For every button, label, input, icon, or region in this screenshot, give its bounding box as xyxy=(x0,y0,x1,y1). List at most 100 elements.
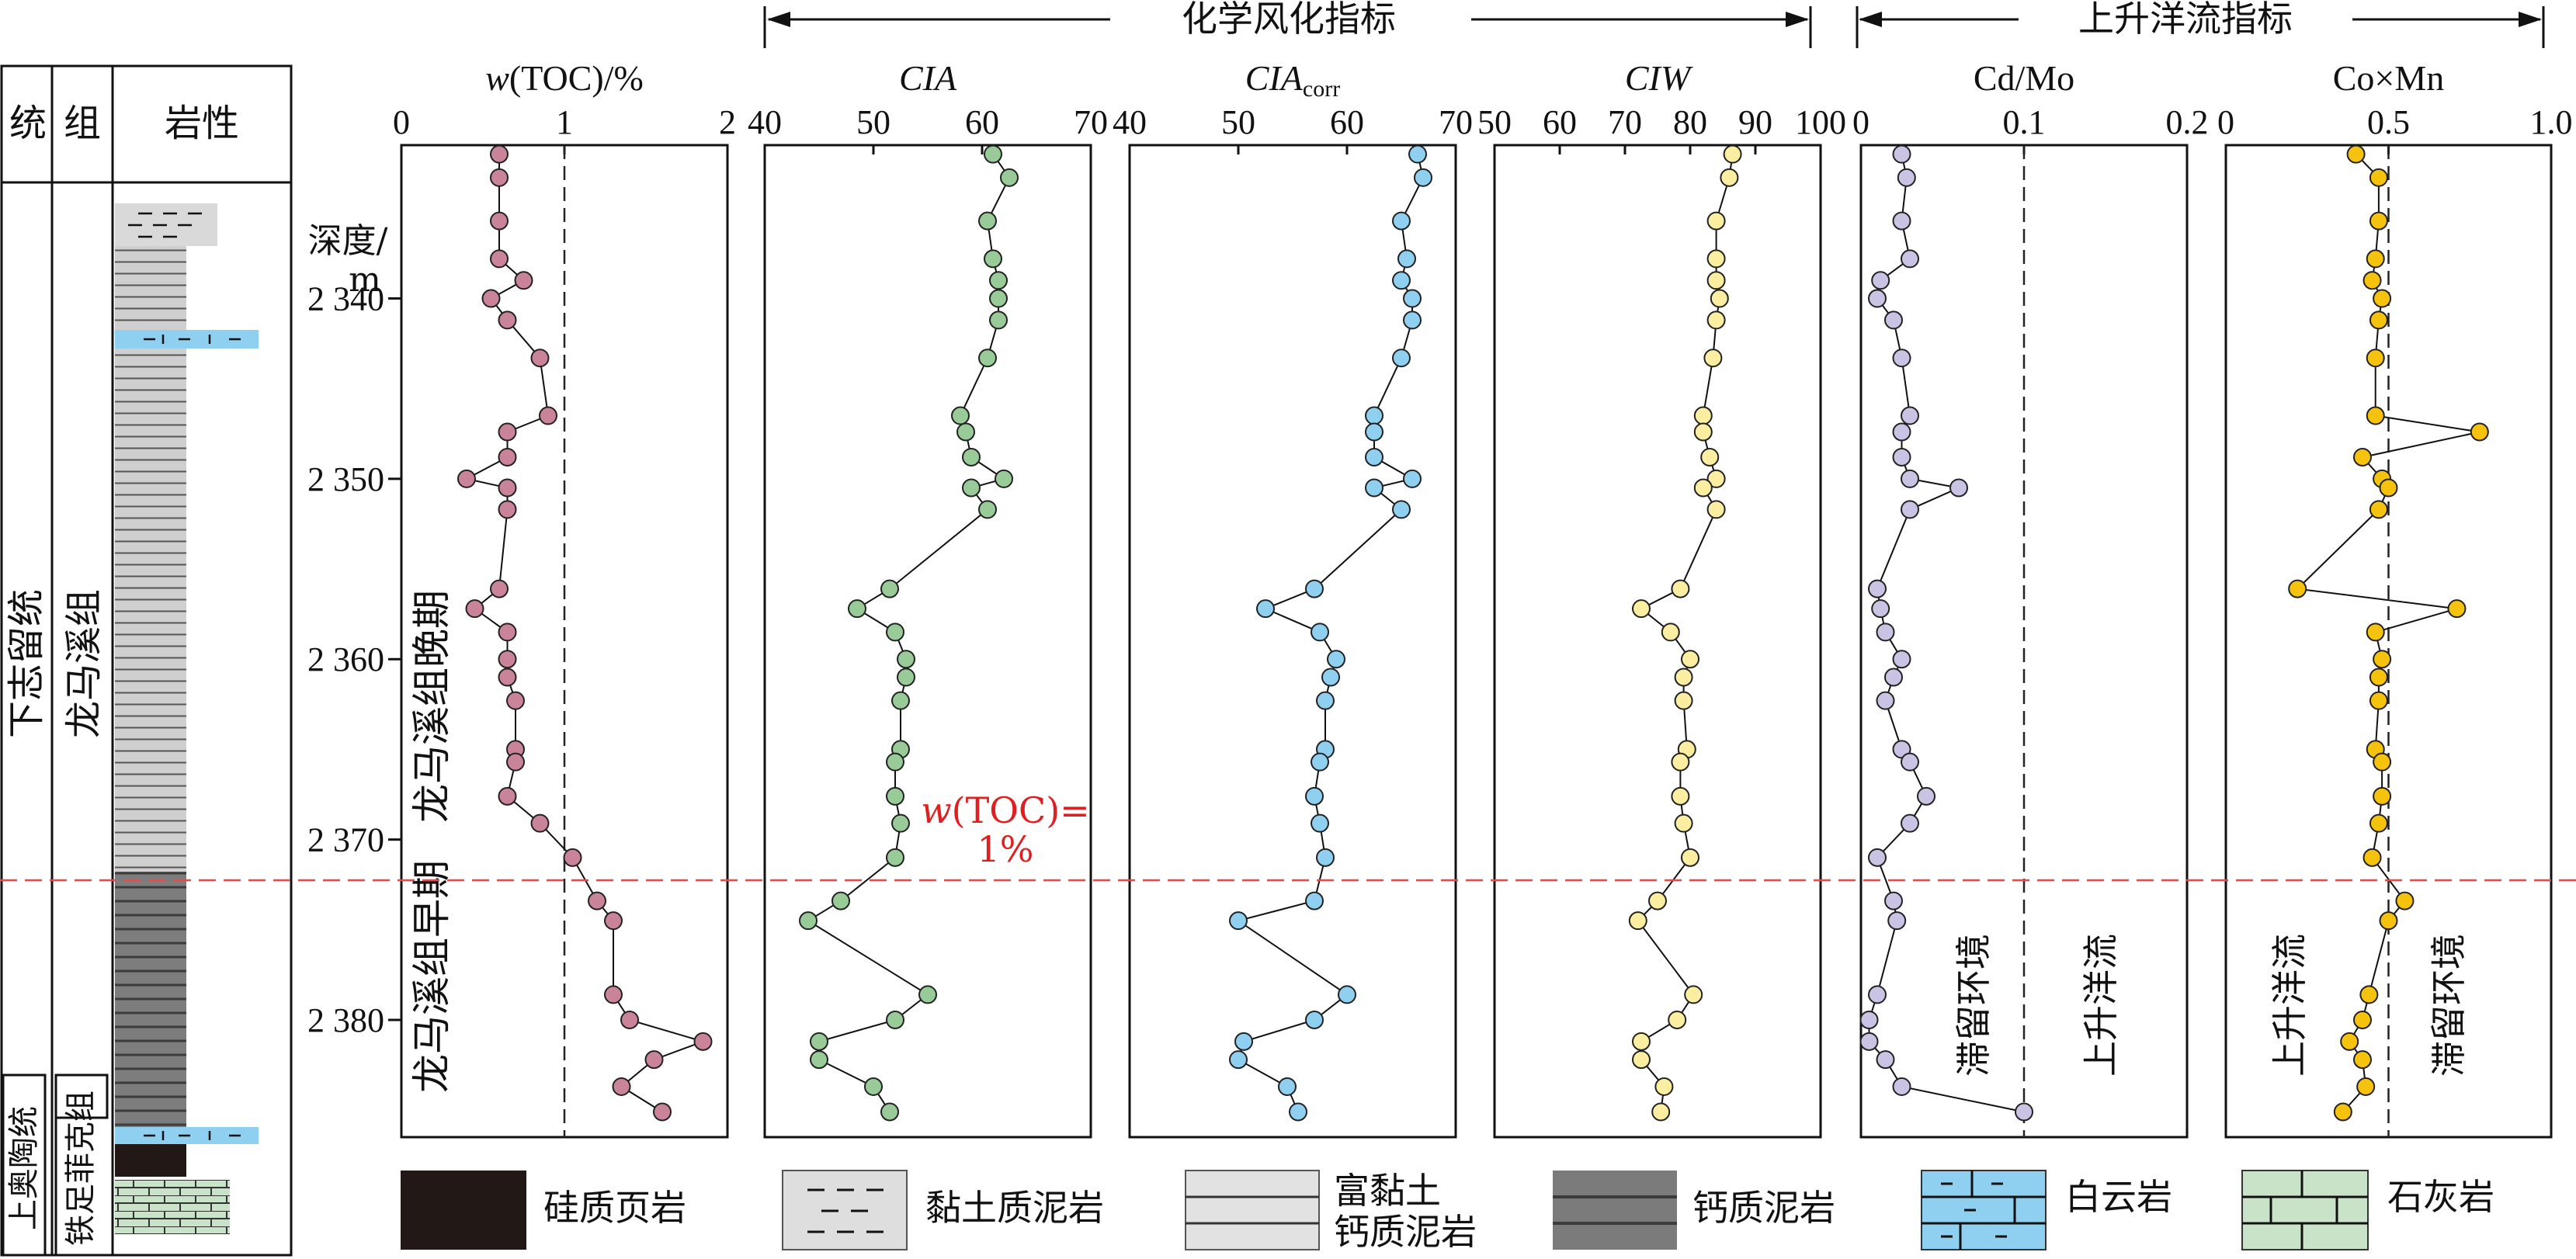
data-point xyxy=(2362,848,2382,867)
legend-label-calcareous-mudstone: 钙质泥岩 xyxy=(1692,1187,1835,1229)
legend-item-clay-rich-calcareous-mudstone: 富黏土 钙质泥岩 xyxy=(1185,1170,1477,1253)
legend-item-calcareous-mudstone: 钙质泥岩 xyxy=(1553,1171,1835,1250)
data-point xyxy=(2373,786,2392,806)
data-point xyxy=(653,1102,672,1122)
data-point xyxy=(1892,144,1911,164)
data-point xyxy=(1871,271,1890,290)
depth-tick-label: 2 340 xyxy=(307,280,384,318)
data-point xyxy=(989,289,1008,308)
data-point xyxy=(1632,599,1651,619)
series-lower-label: 上奥陶统 xyxy=(6,1106,42,1230)
legend-item-siliceous-shale: 硅质页岩 xyxy=(401,1171,686,1250)
group-title-upwelling: 上升洋流指标 xyxy=(2078,0,2293,40)
data-point xyxy=(490,249,509,269)
x-tick-label: 70 xyxy=(1608,103,1642,141)
data-point xyxy=(563,848,582,867)
data-point xyxy=(539,406,557,425)
series-lower-box xyxy=(2,1073,47,1257)
data-point xyxy=(1305,786,1324,806)
data-point xyxy=(1901,406,1919,425)
group-header-upwelling: 上升洋流指标 xyxy=(1856,0,2545,48)
data-point xyxy=(1674,668,1693,687)
data-point xyxy=(1397,249,1416,269)
data-point xyxy=(1706,249,1726,269)
x-tick-label: 100 xyxy=(1795,103,1846,141)
panel-frame xyxy=(1128,144,1457,1139)
data-point xyxy=(1327,650,1345,669)
data-point xyxy=(1720,168,1739,187)
data-point xyxy=(1316,691,1335,710)
depth-tick-label: 2 370 xyxy=(307,821,384,859)
data-point xyxy=(2369,310,2388,330)
data-point xyxy=(490,579,509,598)
x-tick-label: 40 xyxy=(1113,103,1147,141)
data-point xyxy=(2366,249,2385,269)
data-point xyxy=(1901,249,1919,269)
litho-siliceous-shale xyxy=(115,1144,186,1177)
data-point xyxy=(1674,691,1693,710)
data-point xyxy=(1868,848,1887,867)
data-point xyxy=(810,1050,828,1070)
group-header-weathering: 化学风化指标 xyxy=(763,0,1812,48)
cdmo-left-label: 滞留环境 xyxy=(1953,934,1994,1077)
legend-item-dolomite: 白云岩 xyxy=(1921,1170,2172,1250)
data-point xyxy=(962,447,981,466)
x-tick-label: 50 xyxy=(856,103,890,141)
legend-label-calcareous-mudstone-2: 钙质泥岩 xyxy=(1334,1211,1477,1253)
data-point xyxy=(1917,786,1935,806)
data-point xyxy=(693,1032,713,1051)
data-point xyxy=(1654,1077,1674,1096)
x-tick-label: 0.2 xyxy=(2166,103,2209,141)
data-point xyxy=(897,650,915,669)
data-point xyxy=(1693,422,1713,442)
data-point xyxy=(984,249,1002,269)
litho-clay-rich-mudstone xyxy=(115,246,186,872)
data-point xyxy=(1706,469,1726,488)
data-point xyxy=(1901,469,1919,488)
data-point xyxy=(1876,691,1895,710)
data-point xyxy=(962,478,981,498)
data-point xyxy=(604,985,623,1004)
data-point xyxy=(2373,752,2392,772)
toc-annotation-line2: 1% xyxy=(977,828,1034,870)
data-point xyxy=(1278,1077,1297,1096)
data-point xyxy=(1338,985,1356,1004)
data-point xyxy=(891,691,910,710)
data-point xyxy=(1229,1050,1248,1070)
data-point xyxy=(498,422,517,442)
data-point xyxy=(1321,668,1340,687)
data-point xyxy=(1661,623,1680,642)
data-point xyxy=(1392,271,1411,290)
data-point xyxy=(1392,500,1411,519)
data-point xyxy=(1876,1050,1895,1070)
data-point xyxy=(1710,289,1729,308)
formation-lower-label: 铁足菲克组 xyxy=(63,1091,99,1246)
x-tick-label: 0 xyxy=(1852,103,1870,141)
data-point xyxy=(864,1077,883,1096)
data-point xyxy=(1876,623,1895,642)
data-point xyxy=(1887,911,1907,931)
data-point xyxy=(886,1010,904,1029)
legend-item-limestone: 石灰岩 xyxy=(2241,1170,2494,1250)
data-point xyxy=(530,813,550,833)
data-point xyxy=(1892,447,1911,466)
data-point xyxy=(886,786,904,806)
data-point xyxy=(1868,289,1887,308)
panel-title: Co×Mn xyxy=(2333,58,2445,98)
data-point xyxy=(1403,289,1422,308)
data-point xyxy=(2352,1050,2372,1070)
data-point xyxy=(1703,349,1723,368)
x-tick-label: 60 xyxy=(1543,103,1577,141)
formation-upper-label: 龙马溪组 xyxy=(62,589,106,738)
data-point xyxy=(1414,168,1432,187)
data-point xyxy=(604,911,623,931)
data-point xyxy=(620,1010,639,1029)
data-point xyxy=(1901,752,1919,772)
panel-cia: 40 50 60 70 CIA xyxy=(748,58,1108,1139)
formation-lower-box xyxy=(54,1073,109,1119)
panel-title: Cd/Mo xyxy=(1974,58,2074,98)
x-tick-label: 0 xyxy=(2217,103,2234,141)
data-point xyxy=(530,349,550,368)
data-point xyxy=(2379,478,2398,498)
